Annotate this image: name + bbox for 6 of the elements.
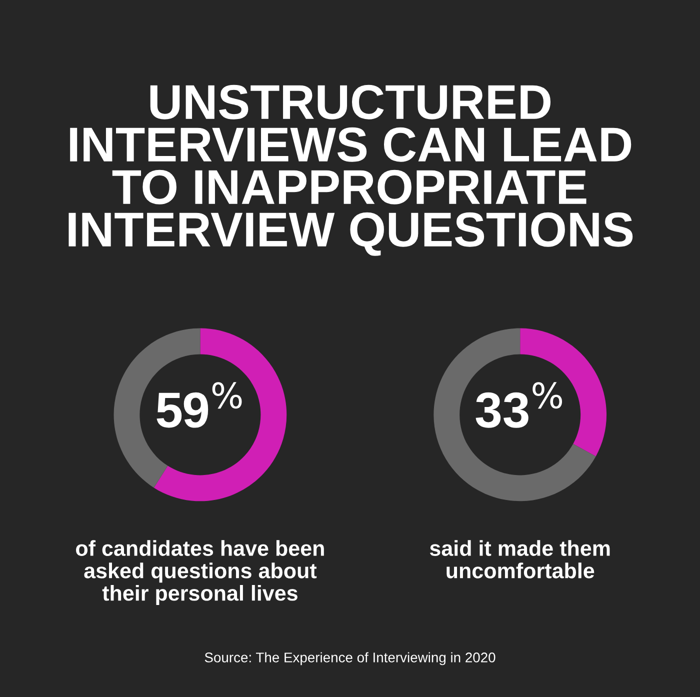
chart-title: UNSTRUCTURED INTERVIEWS CAN LEAD TO INAPPROPRIATE INTERVIEW QUESTIONS <box>68 84 633 256</box>
data-label: 59$^{%}$ <box>156 382 242 428</box>
source-note: Source: The Experience of Interviewing in 2020 <box>204 652 496 666</box>
text: of candidates have been asked questions about their personal lives <box>76 540 324 606</box>
text: said it made them uncomfortable <box>430 540 610 578</box>
data-label: 33$^{%}$ <box>476 382 562 428</box>
